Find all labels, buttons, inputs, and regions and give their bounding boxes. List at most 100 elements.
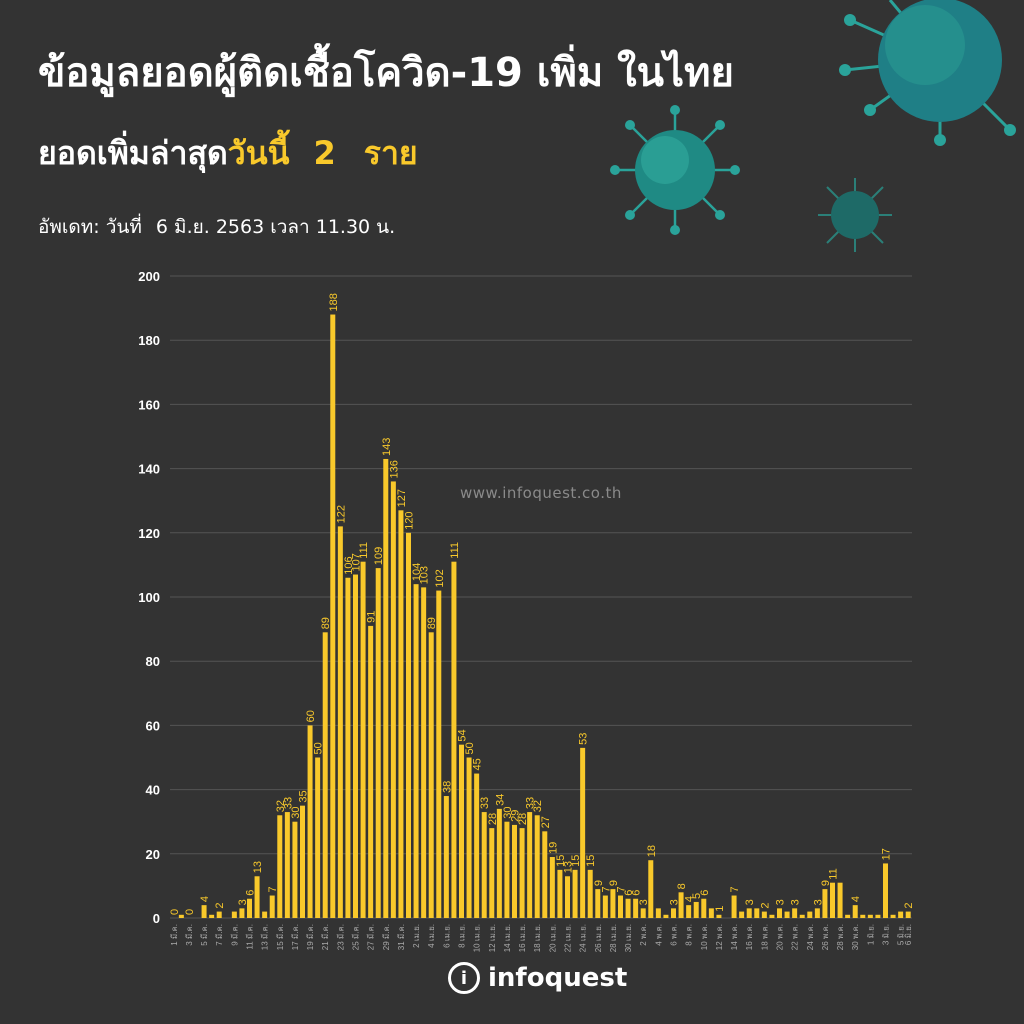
y-tick-label: 120 — [138, 526, 160, 541]
bar — [565, 876, 570, 918]
bar — [512, 824, 517, 918]
bar — [625, 898, 631, 918]
bar — [322, 632, 328, 918]
bar — [300, 805, 305, 918]
data-label: 17 — [881, 848, 893, 860]
y-tick-label: 180 — [138, 333, 160, 348]
data-label: 8 — [676, 883, 688, 889]
bar — [428, 632, 434, 918]
data-label: 54 — [457, 729, 469, 741]
bar — [239, 908, 245, 918]
data-label: 18 — [646, 845, 658, 857]
x-tick-label: 1 มี.ค. — [170, 924, 179, 946]
data-label: 34 — [494, 794, 506, 806]
latest-increase-headline: ยอดเพิ่มล่าสุดวันนี้ 2 ราย — [38, 128, 418, 179]
data-label: 35 — [298, 790, 310, 802]
data-label: 104 — [411, 563, 423, 581]
bar — [413, 584, 419, 918]
data-label: 143 — [381, 438, 393, 456]
data-label: 33 — [479, 797, 491, 809]
data-label: 38 — [441, 781, 453, 793]
bar — [686, 905, 692, 918]
data-label: 9 — [608, 880, 620, 886]
data-label: 28 — [487, 813, 499, 825]
x-tick-label: 12 พ.ค. — [715, 924, 724, 950]
x-tick-label: 30 เม.ย. — [624, 924, 633, 952]
bar — [784, 911, 790, 918]
data-label: 7 — [616, 886, 628, 892]
x-tick-label: 14 เม.ย. — [503, 924, 512, 952]
bar — [496, 808, 502, 918]
bar — [481, 812, 487, 918]
x-tick-label: 6 พ.ค. — [670, 924, 679, 946]
data-label: 33 — [282, 797, 294, 809]
data-label: 9 — [593, 880, 605, 886]
data-label: 6 — [623, 890, 635, 896]
x-tick-label: 7 มี.ค. — [215, 924, 224, 946]
bar — [761, 911, 767, 918]
data-label: 7 — [600, 886, 612, 892]
x-tick-label: 24 เม.ย. — [579, 924, 588, 952]
bar — [368, 625, 374, 918]
data-label: 3 — [744, 899, 756, 905]
data-label: 4 — [850, 896, 862, 902]
data-label: 6 — [699, 890, 711, 896]
bar — [875, 914, 881, 918]
logo-text: infoquest — [488, 963, 628, 993]
bar — [830, 882, 835, 918]
today-label: วันนี้ — [227, 134, 290, 172]
data-label: 188 — [328, 293, 340, 311]
bar — [655, 908, 661, 918]
data-label: 13 — [563, 861, 575, 873]
bar — [867, 914, 873, 918]
bar — [489, 828, 495, 918]
data-label: 127 — [396, 489, 408, 507]
bar — [398, 510, 404, 918]
x-tick-label: 20 เม.ย. — [548, 924, 557, 952]
data-label: 33 — [525, 797, 537, 809]
update-label: อัพเดท: วันที่ — [38, 216, 142, 238]
bar — [883, 863, 888, 918]
bar — [247, 898, 252, 918]
x-tick-label: 5 มี.ค. — [200, 924, 209, 946]
x-tick-label: 17 มี.ค. — [291, 924, 300, 950]
data-label: 50 — [464, 742, 476, 754]
bar — [406, 532, 411, 918]
bar — [421, 587, 427, 918]
bar — [602, 895, 608, 918]
bar — [860, 914, 866, 918]
x-tick-label: 10 เม.ย. — [473, 924, 482, 952]
x-tick-label: 29 มี.ค. — [382, 924, 391, 950]
x-tick-label: 31 มี.ค. — [397, 924, 406, 950]
bar — [436, 590, 442, 918]
bar — [178, 914, 184, 918]
x-tick-label: 25 มี.ค. — [352, 924, 361, 950]
data-label: 0 — [169, 909, 181, 915]
data-label: 0 — [184, 909, 196, 915]
x-tick-label: 21 มี.ค. — [321, 924, 330, 950]
data-label: 32 — [532, 800, 544, 812]
x-tick-label: 6 เม.ย. — [442, 924, 451, 948]
x-tick-label: 28 เม.ย. — [609, 924, 618, 952]
data-label: 89 — [426, 617, 438, 629]
bar — [534, 815, 540, 918]
data-label: 15 — [555, 855, 567, 867]
bar — [360, 561, 366, 918]
data-label: 109 — [373, 547, 385, 565]
y-tick-label: 40 — [146, 783, 160, 798]
bar — [292, 821, 298, 918]
data-label: 3 — [790, 899, 802, 905]
bar — [595, 889, 601, 918]
bar — [474, 773, 480, 918]
data-label: 3 — [812, 899, 824, 905]
bar — [231, 911, 237, 918]
bar — [542, 831, 548, 918]
data-label: 107 — [351, 553, 363, 571]
data-label: 2 — [903, 902, 915, 908]
data-label: 3 — [775, 899, 787, 905]
data-label: 89 — [320, 617, 332, 629]
bar — [315, 757, 321, 918]
x-tick-label: 5 มิ.ย. — [897, 924, 906, 945]
data-label: 53 — [578, 733, 590, 745]
